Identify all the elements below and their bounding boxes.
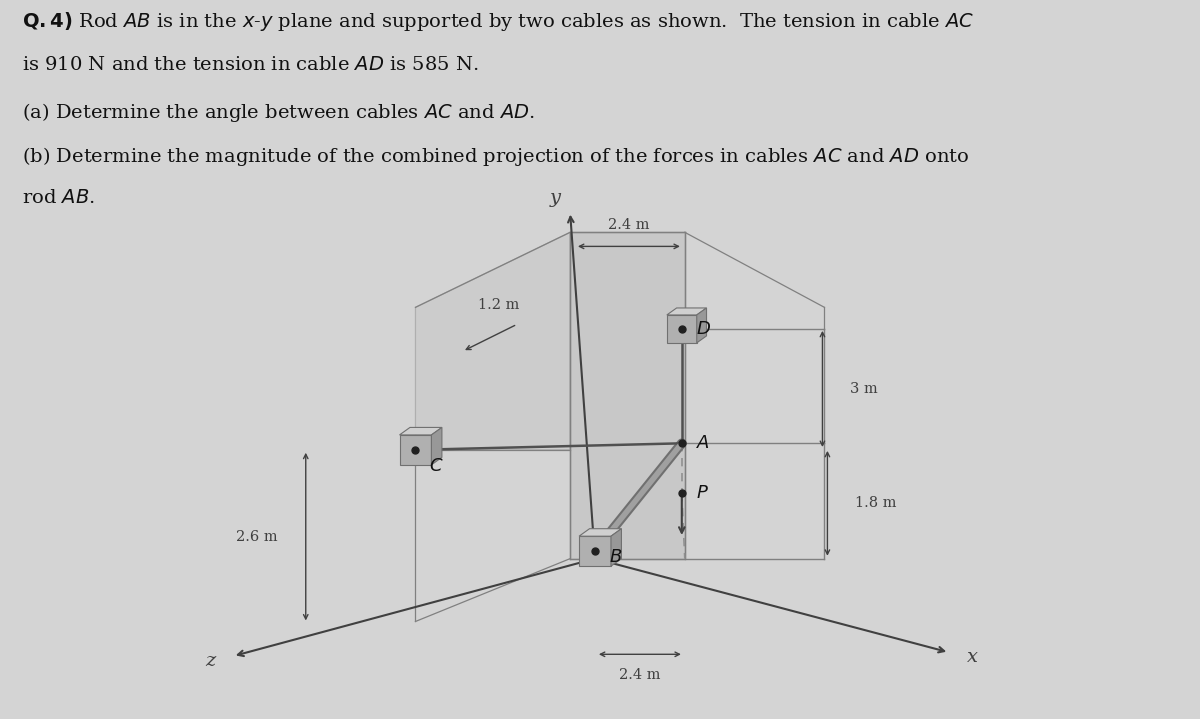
Text: $C$: $C$ — [430, 457, 444, 475]
Text: $A$: $A$ — [696, 434, 709, 452]
Polygon shape — [400, 435, 432, 465]
Text: x: x — [967, 649, 978, 667]
Polygon shape — [415, 232, 570, 450]
Text: $P$: $P$ — [696, 484, 708, 502]
Polygon shape — [667, 315, 697, 343]
Polygon shape — [432, 427, 442, 465]
Polygon shape — [611, 528, 622, 566]
Polygon shape — [580, 528, 622, 536]
Polygon shape — [400, 427, 442, 435]
Text: 2.4 m: 2.4 m — [608, 219, 649, 232]
Text: is 910 N and the tension in cable $\it{AD}$ is 585 N.: is 910 N and the tension in cable $\it{A… — [22, 56, 479, 74]
Text: 1.2 m: 1.2 m — [478, 298, 518, 312]
Text: 1.8 m: 1.8 m — [856, 496, 896, 510]
Polygon shape — [667, 308, 707, 315]
Polygon shape — [697, 308, 707, 343]
Text: 2.6 m: 2.6 m — [236, 530, 278, 544]
Text: $D$: $D$ — [696, 320, 710, 338]
Polygon shape — [580, 536, 611, 566]
Text: $\bf{Q.4)}$ Rod $\it{AB}$ is in the $\it{x}$-$\it{y}$ plane and supported by two: $\bf{Q.4)}$ Rod $\it{AB}$ is in the $\it… — [22, 10, 973, 33]
Text: (b) Determine the magnitude of the combined projection of the forces in cables $: (b) Determine the magnitude of the combi… — [22, 145, 968, 168]
Text: z: z — [205, 652, 215, 670]
Text: $B$: $B$ — [608, 548, 623, 566]
Text: y: y — [550, 188, 560, 206]
Text: 3 m: 3 m — [851, 382, 878, 396]
Text: (a) Determine the angle between cables $\it{AC}$ and $\it{AD}$.: (a) Determine the angle between cables $… — [22, 101, 534, 124]
Text: 2.4 m: 2.4 m — [619, 668, 661, 682]
Text: rod $\it{AB}$.: rod $\it{AB}$. — [22, 189, 95, 207]
Polygon shape — [570, 232, 685, 559]
